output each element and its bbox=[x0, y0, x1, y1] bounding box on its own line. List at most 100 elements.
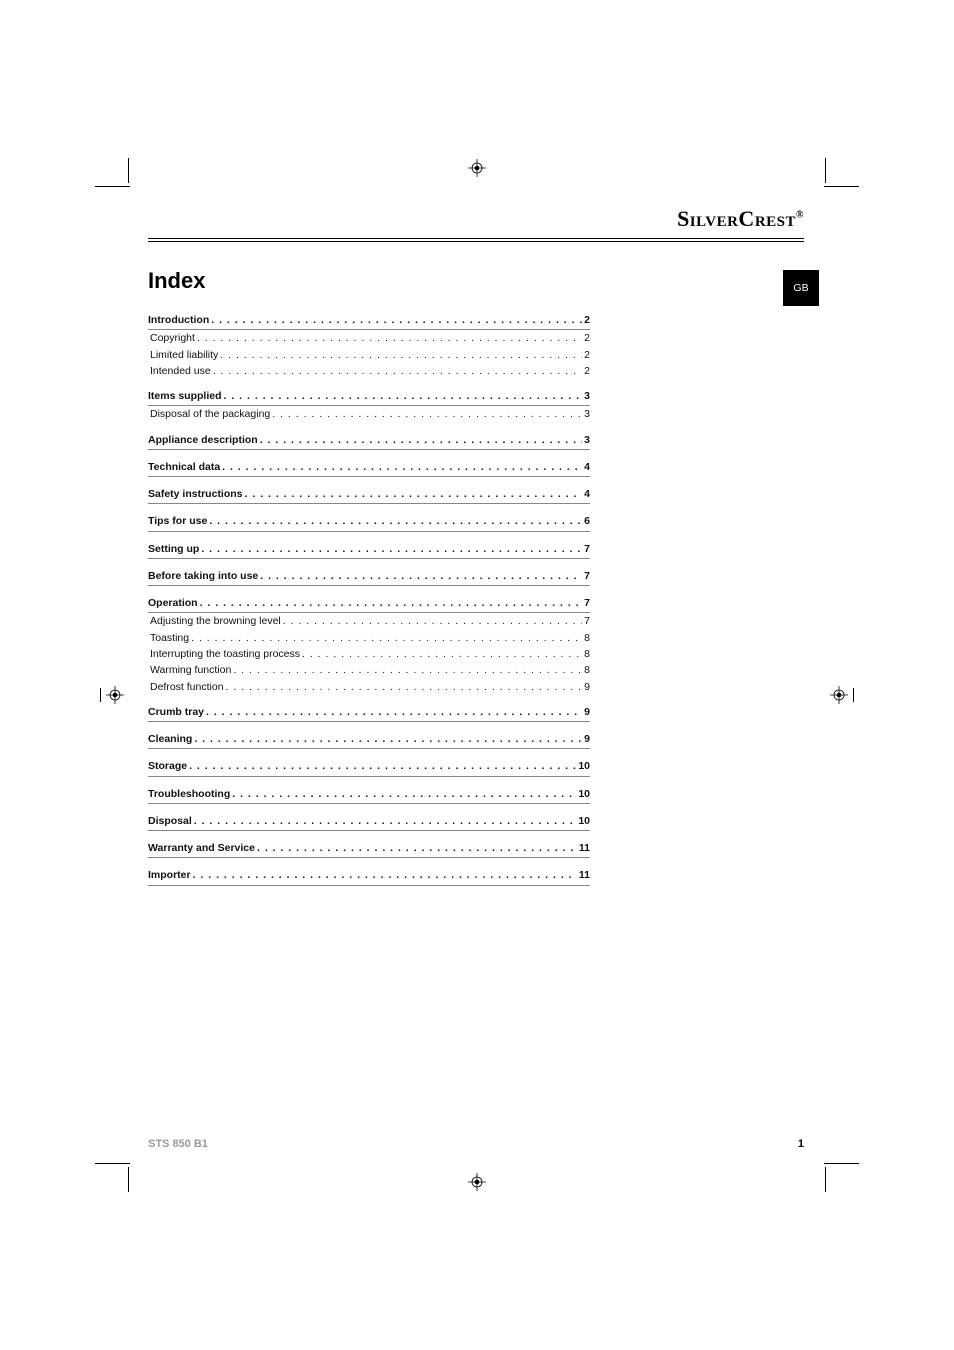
toc-page-number: 11 bbox=[579, 840, 590, 856]
toc-page-number: 2 bbox=[584, 312, 590, 328]
registration-mark-icon bbox=[830, 686, 848, 704]
toc-leader-dots: . . . . . . . . . . . . . . . . . . . . … bbox=[283, 613, 582, 629]
toc-label: Storage bbox=[148, 758, 187, 774]
toc-label: Adjusting the browning level bbox=[150, 613, 281, 629]
toc-section-row: Before taking into use. . . . . . . . . … bbox=[148, 568, 590, 586]
toc-sub-row: Warming function. . . . . . . . . . . . … bbox=[148, 662, 590, 678]
toc-leader-dots: . . . . . . . . . . . . . . . . . . . . … bbox=[257, 840, 577, 856]
toc-page-number: 8 bbox=[584, 662, 590, 678]
toc-leader-dots: . . . . . . . . . . . . . . . . . . . . … bbox=[260, 432, 582, 448]
toc-page-number: 10 bbox=[578, 813, 590, 829]
crop-mark bbox=[100, 688, 101, 702]
toc-section-row: Introduction. . . . . . . . . . . . . . … bbox=[148, 312, 590, 330]
toc-page-number: 3 bbox=[584, 388, 590, 404]
toc-page-number: 6 bbox=[584, 513, 590, 529]
header-rule-thin bbox=[148, 241, 804, 242]
toc-page-number: 7 bbox=[584, 568, 590, 584]
page-title: Index bbox=[148, 268, 804, 294]
toc-label: Before taking into use bbox=[148, 568, 258, 584]
toc-page-number: 7 bbox=[584, 613, 590, 629]
footer-page-number: 1 bbox=[798, 1138, 804, 1150]
toc-page-number: 9 bbox=[584, 731, 590, 747]
crop-mark bbox=[853, 688, 854, 702]
toc-section-row: Cleaning. . . . . . . . . . . . . . . . … bbox=[148, 731, 590, 749]
toc-page-number: 8 bbox=[584, 630, 590, 646]
registration-mark-icon bbox=[468, 1173, 486, 1191]
toc-label: Warranty and Service bbox=[148, 840, 255, 856]
toc-label: Items supplied bbox=[148, 388, 222, 404]
toc-sub-row: Limited liability. . . . . . . . . . . .… bbox=[148, 347, 590, 363]
toc-page-number: 10 bbox=[578, 758, 590, 774]
toc-label: Interrupting the toasting process bbox=[150, 646, 300, 662]
toc-section-row: Warranty and Service. . . . . . . . . . … bbox=[148, 840, 590, 858]
toc-section-row: Items supplied. . . . . . . . . . . . . … bbox=[148, 388, 590, 406]
toc-page-number: 10 bbox=[578, 786, 590, 802]
toc-leader-dots: . . . . . . . . . . . . . . . . . . . . … bbox=[272, 406, 582, 422]
page-content: SilverCrest® Index Introduction. . . . .… bbox=[148, 200, 804, 1150]
header-rule-thick bbox=[148, 238, 804, 239]
toc-label: Cleaning bbox=[148, 731, 192, 747]
toc-label: Technical data bbox=[148, 459, 220, 475]
toc-sub-row: Defrost function. . . . . . . . . . . . … bbox=[148, 679, 590, 695]
toc-leader-dots: . . . . . . . . . . . . . . . . . . . . … bbox=[222, 459, 582, 475]
registration-mark-icon bbox=[468, 159, 486, 177]
toc-page-number: 2 bbox=[584, 330, 590, 346]
toc-section-row: Troubleshooting. . . . . . . . . . . . .… bbox=[148, 786, 590, 804]
toc-leader-dots: . . . . . . . . . . . . . . . . . . . . … bbox=[224, 388, 583, 404]
toc-leader-dots: . . . . . . . . . . . . . . . . . . . . … bbox=[193, 867, 577, 883]
toc-leader-dots: . . . . . . . . . . . . . . . . . . . . … bbox=[226, 679, 583, 695]
crop-mark bbox=[824, 1163, 859, 1164]
crop-mark bbox=[128, 1167, 129, 1192]
crop-mark bbox=[825, 158, 826, 183]
toc-leader-dots: . . . . . . . . . . . . . . . . . . . . … bbox=[233, 662, 582, 678]
toc-label: Disposal bbox=[148, 813, 192, 829]
crop-mark bbox=[824, 186, 859, 187]
toc-leader-dots: . . . . . . . . . . . . . . . . . . . . … bbox=[302, 646, 582, 662]
toc-sub-row: Copyright. . . . . . . . . . . . . . . .… bbox=[148, 330, 590, 346]
footer-model: STS 850 B1 bbox=[148, 1138, 208, 1150]
toc-label: Crumb tray bbox=[148, 704, 204, 720]
toc-leader-dots: . . . . . . . . . . . . . . . . . . . . … bbox=[197, 330, 582, 346]
registered-mark: ® bbox=[796, 210, 804, 221]
toc-sub-row: Toasting. . . . . . . . . . . . . . . . … bbox=[148, 630, 590, 646]
toc-leader-dots: . . . . . . . . . . . . . . . . . . . . … bbox=[200, 595, 583, 611]
toc-section-row: Importer. . . . . . . . . . . . . . . . … bbox=[148, 867, 590, 885]
toc-label: Defrost function bbox=[150, 679, 224, 695]
toc-page-number: 8 bbox=[584, 646, 590, 662]
toc-label: Troubleshooting bbox=[148, 786, 230, 802]
toc-label: Limited liability bbox=[150, 347, 218, 363]
toc-sub-row: Adjusting the browning level. . . . . . … bbox=[148, 613, 590, 629]
toc-page-number: 7 bbox=[584, 595, 590, 611]
crop-mark bbox=[128, 158, 129, 183]
toc-section-row: Safety instructions. . . . . . . . . . .… bbox=[148, 486, 590, 504]
toc-section-row: Disposal. . . . . . . . . . . . . . . . … bbox=[148, 813, 590, 831]
toc-section-row: Setting up. . . . . . . . . . . . . . . … bbox=[148, 541, 590, 559]
toc-label: Disposal of the packaging bbox=[150, 406, 270, 422]
toc-page-number: 9 bbox=[584, 704, 590, 720]
toc-leader-dots: . . . . . . . . . . . . . . . . . . . . … bbox=[209, 513, 582, 529]
toc-leader-dots: . . . . . . . . . . . . . . . . . . . . … bbox=[260, 568, 582, 584]
page-footer: STS 850 B1 1 bbox=[148, 1138, 804, 1150]
toc-page-number: 4 bbox=[584, 486, 590, 502]
toc-page-number: 4 bbox=[584, 459, 590, 475]
toc-leader-dots: . . . . . . . . . . . . . . . . . . . . … bbox=[191, 630, 582, 646]
toc-page-number: 2 bbox=[584, 347, 590, 363]
toc-label: Tips for use bbox=[148, 513, 207, 529]
toc-sub-row: Interrupting the toasting process. . . .… bbox=[148, 646, 590, 662]
toc-label: Setting up bbox=[148, 541, 199, 557]
crop-mark bbox=[825, 1167, 826, 1192]
toc-page-number: 11 bbox=[579, 867, 590, 883]
toc-page-number: 2 bbox=[584, 363, 590, 379]
toc-label: Introduction bbox=[148, 312, 209, 328]
toc-sub-row: Intended use. . . . . . . . . . . . . . … bbox=[148, 363, 590, 379]
registration-mark-icon bbox=[106, 686, 124, 704]
toc-section-row: Appliance description. . . . . . . . . .… bbox=[148, 432, 590, 450]
toc-label: Importer bbox=[148, 867, 191, 883]
toc-page-number: 9 bbox=[584, 679, 590, 695]
toc-label: Operation bbox=[148, 595, 198, 611]
brand-text: SilverCrest bbox=[677, 206, 796, 231]
toc-page-number: 3 bbox=[584, 406, 590, 422]
toc-leader-dots: . . . . . . . . . . . . . . . . . . . . … bbox=[206, 704, 582, 720]
toc-label: Intended use bbox=[150, 363, 211, 379]
toc-leader-dots: . . . . . . . . . . . . . . . . . . . . … bbox=[213, 363, 582, 379]
